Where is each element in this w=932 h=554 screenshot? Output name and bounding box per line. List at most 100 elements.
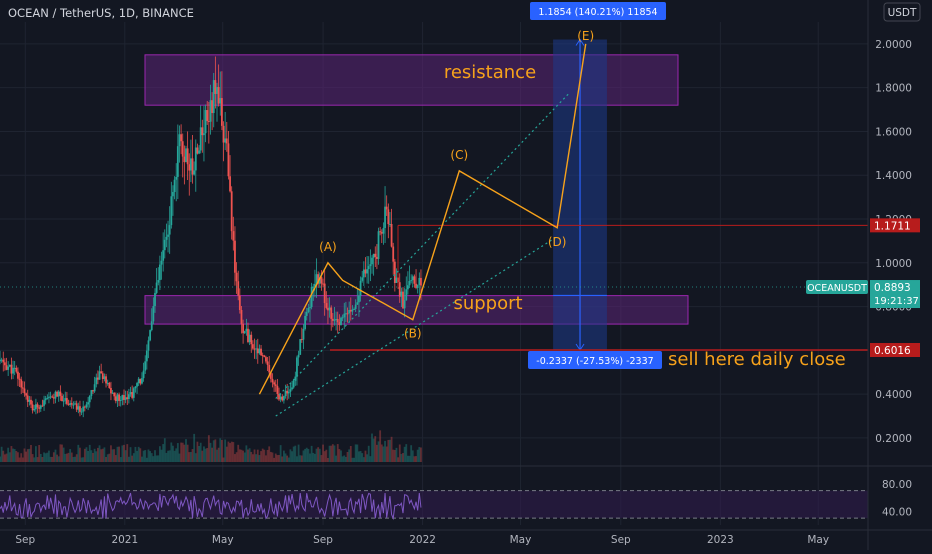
candle-body — [227, 143, 230, 177]
volume-bar — [175, 448, 178, 462]
volume-bar — [31, 454, 34, 462]
candle-body — [155, 282, 158, 293]
candle-body — [167, 234, 169, 237]
volume-bar — [114, 455, 117, 462]
volume-bar — [98, 445, 101, 462]
volume-bar — [313, 453, 316, 462]
candle-body — [39, 405, 42, 409]
candle-body — [411, 276, 414, 281]
candle-body — [33, 409, 36, 411]
volume-bar — [292, 446, 295, 462]
x-tick-label: May — [807, 534, 829, 546]
volume-bar — [36, 457, 39, 462]
channel-line — [275, 236, 558, 417]
volume-bar — [162, 444, 165, 462]
rsi-tick-label: 80.00 — [882, 479, 912, 491]
candle-body — [56, 391, 59, 397]
measure-down-bg — [528, 351, 662, 369]
candle-body — [266, 361, 269, 365]
candle-body — [354, 304, 357, 309]
candle-body — [196, 147, 199, 154]
volume-bar — [400, 453, 403, 462]
candle-body — [51, 396, 54, 398]
volume-bar — [369, 456, 372, 462]
candle-body — [304, 315, 307, 329]
volume-bar — [333, 445, 336, 462]
volume-bar — [203, 446, 205, 462]
candle-body — [333, 319, 336, 321]
level-tag-sell: 0.6016 — [874, 345, 911, 357]
candle-body — [302, 328, 305, 340]
volume-bar — [389, 439, 391, 462]
y-tick-label: 1.4000 — [875, 170, 912, 182]
candle-body — [336, 318, 339, 323]
volume-bar — [136, 450, 138, 462]
volume-bar — [335, 455, 338, 462]
volume-bar — [119, 457, 122, 462]
candle-body — [181, 141, 184, 157]
candle-body — [220, 98, 223, 126]
x-tick-label: May — [212, 534, 234, 546]
candle-body — [186, 148, 189, 165]
candle-body — [0, 359, 3, 361]
candle-body — [88, 395, 91, 403]
volume-bar — [390, 436, 393, 462]
candle-body — [70, 403, 73, 405]
candle-body — [62, 400, 65, 402]
candle-body — [132, 388, 135, 398]
wave-label: (D) — [548, 235, 567, 249]
candle-body — [44, 398, 47, 401]
volume-bar — [251, 454, 254, 462]
volume-bar — [362, 457, 365, 462]
x-tick-label: 2021 — [111, 534, 138, 546]
symbol-tag-bg — [806, 280, 868, 295]
currency-badge[interactable]: USDT — [883, 2, 921, 22]
grid — [0, 22, 868, 525]
candle-body — [23, 388, 26, 394]
volume-bar — [61, 444, 63, 462]
candle-body — [260, 348, 262, 356]
candle-body — [209, 100, 212, 122]
volume-bar — [380, 444, 383, 462]
candle-body — [307, 308, 310, 312]
volume-bar — [185, 439, 187, 462]
candle-body — [296, 357, 298, 377]
volume-bar — [320, 455, 323, 462]
volume-bar — [372, 438, 375, 462]
candle-body — [12, 367, 14, 374]
resistance-annotation: resistance — [444, 62, 536, 83]
volume-bar — [188, 452, 191, 462]
candle-body — [305, 311, 308, 316]
candle-body — [224, 138, 227, 143]
volume-bar — [375, 444, 378, 462]
candle-body — [242, 323, 245, 334]
volume-bar — [196, 441, 199, 462]
volume-bar — [315, 448, 318, 462]
candle-body — [80, 411, 83, 413]
candle-body — [145, 350, 148, 362]
volume-bar — [180, 442, 183, 462]
candle-body — [240, 309, 243, 324]
volume-bar — [346, 452, 349, 462]
volume-bar — [212, 440, 215, 462]
volume-bar — [328, 445, 331, 462]
volume-bar — [279, 445, 282, 462]
candle-body — [134, 386, 137, 389]
candle-body — [384, 206, 386, 229]
candle-body — [106, 382, 109, 384]
candle-body — [256, 348, 259, 354]
candle-body — [141, 378, 143, 384]
candle-body — [111, 392, 114, 394]
volume-bar — [248, 448, 251, 462]
candle-body — [219, 98, 222, 104]
volume-bar — [322, 444, 324, 462]
candle-body — [2, 359, 5, 363]
volume-bar — [331, 444, 334, 462]
candle-body — [191, 158, 194, 175]
volume-bar — [343, 455, 346, 462]
candle-body — [330, 307, 333, 319]
candle-body — [124, 397, 127, 400]
rsi-line — [0, 492, 422, 521]
